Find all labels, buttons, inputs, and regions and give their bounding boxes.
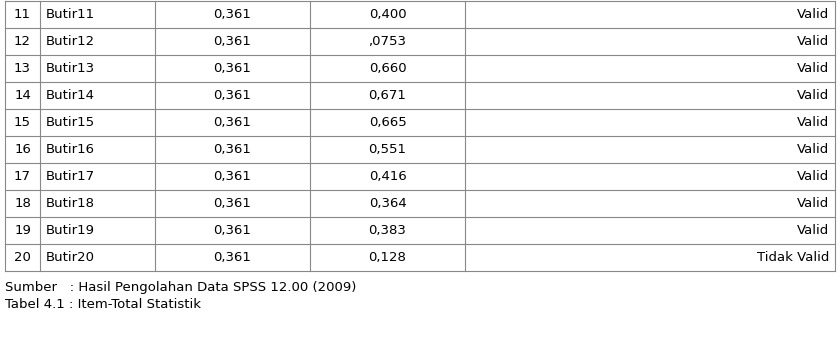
Text: 0,361: 0,361 <box>213 170 251 183</box>
Text: Tabel 4.1 : Item-Total Statistik: Tabel 4.1 : Item-Total Statistik <box>5 297 201 310</box>
Text: Valid: Valid <box>797 170 829 183</box>
Text: Butir11: Butir11 <box>46 8 95 21</box>
Text: 0,361: 0,361 <box>213 251 251 264</box>
Text: Valid: Valid <box>797 8 829 21</box>
Text: Valid: Valid <box>797 35 829 48</box>
Text: Valid: Valid <box>797 143 829 156</box>
Text: Butir12: Butir12 <box>46 35 95 48</box>
Text: 17: 17 <box>14 170 31 183</box>
Text: 19: 19 <box>14 224 31 237</box>
Text: 20: 20 <box>14 251 31 264</box>
Text: Butir15: Butir15 <box>46 116 95 129</box>
Text: 18: 18 <box>14 197 31 210</box>
Text: 0,361: 0,361 <box>213 35 251 48</box>
Text: 11: 11 <box>14 8 31 21</box>
Text: 0,361: 0,361 <box>213 62 251 75</box>
Text: 15: 15 <box>14 116 31 129</box>
Text: 0,400: 0,400 <box>369 8 407 21</box>
Text: Butir20: Butir20 <box>46 251 95 264</box>
Text: Butir16: Butir16 <box>46 143 95 156</box>
Text: 0,361: 0,361 <box>213 197 251 210</box>
Text: Tidak Valid: Tidak Valid <box>757 251 829 264</box>
Text: Butir17: Butir17 <box>46 170 95 183</box>
Text: 0,361: 0,361 <box>213 8 251 21</box>
Text: 0,671: 0,671 <box>369 89 407 102</box>
Text: 0,416: 0,416 <box>369 170 407 183</box>
Text: 12: 12 <box>14 35 31 48</box>
Text: Butir18: Butir18 <box>46 197 95 210</box>
Text: 0,361: 0,361 <box>213 116 251 129</box>
Text: Valid: Valid <box>797 62 829 75</box>
Text: Valid: Valid <box>797 224 829 237</box>
Text: Butir14: Butir14 <box>46 89 95 102</box>
Text: Valid: Valid <box>797 116 829 129</box>
Text: 13: 13 <box>14 62 31 75</box>
Text: 0,361: 0,361 <box>213 143 251 156</box>
Text: 16: 16 <box>14 143 31 156</box>
Text: Valid: Valid <box>797 89 829 102</box>
Text: 0,665: 0,665 <box>369 116 407 129</box>
Text: 14: 14 <box>14 89 31 102</box>
Text: 0,551: 0,551 <box>369 143 407 156</box>
Text: Valid: Valid <box>797 197 829 210</box>
Text: 0,364: 0,364 <box>369 197 407 210</box>
Text: Sumber   : Hasil Pengolahan Data SPSS 12.00 (2009): Sumber : Hasil Pengolahan Data SPSS 12.0… <box>5 282 356 295</box>
Text: 0,660: 0,660 <box>369 62 407 75</box>
Text: Butir13: Butir13 <box>46 62 95 75</box>
Text: ,0753: ,0753 <box>369 35 407 48</box>
Text: 0,128: 0,128 <box>369 251 407 264</box>
Text: 0,361: 0,361 <box>213 224 251 237</box>
Text: 0,361: 0,361 <box>213 89 251 102</box>
Text: 0,383: 0,383 <box>369 224 407 237</box>
Text: Butir19: Butir19 <box>46 224 95 237</box>
